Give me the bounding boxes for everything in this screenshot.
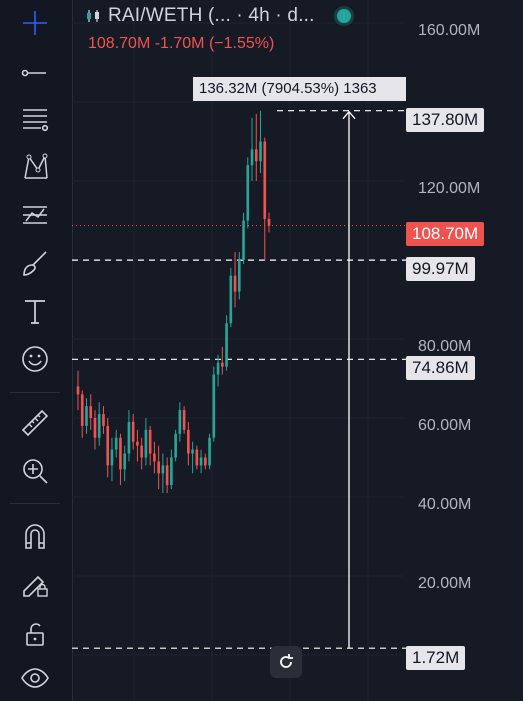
magnet-icon[interactable] xyxy=(14,517,56,557)
chart-header[interactable]: RAI/WETH (... · 4h · d... xyxy=(86,4,351,28)
candle-body xyxy=(237,260,241,292)
candle-body xyxy=(182,410,186,430)
candle-body xyxy=(254,149,258,162)
ruler-icon[interactable] xyxy=(14,403,56,443)
candle-body xyxy=(250,149,254,166)
price-tag-top: 137.80M xyxy=(406,108,485,132)
trend-line-icon[interactable] xyxy=(14,53,56,93)
reset-chart-button[interactable] xyxy=(270,646,302,678)
candle-body xyxy=(267,218,271,226)
candlestick-chart[interactable] xyxy=(72,0,523,701)
candle-body xyxy=(204,457,207,466)
candle-body xyxy=(140,445,143,458)
candle-body xyxy=(170,457,173,486)
unlock-icon[interactable] xyxy=(14,614,56,654)
current-price-tag: 108.70M xyxy=(406,222,485,246)
candle-body xyxy=(93,418,97,438)
candle-body xyxy=(220,362,224,367)
chart-pane[interactable] xyxy=(72,0,523,701)
candle-body xyxy=(136,441,139,446)
text-icon[interactable] xyxy=(14,291,56,331)
candle-body xyxy=(110,449,114,466)
price-tag-level1: 99.97M xyxy=(406,257,475,281)
price-axis-label: 20.00M xyxy=(418,575,472,592)
ohlc-change-readout: 108.70M -1.70M (−1.55%) xyxy=(88,35,275,52)
candle-body xyxy=(97,414,101,438)
candle-body xyxy=(76,386,80,395)
candle-body xyxy=(191,449,194,454)
candle-body xyxy=(148,429,152,454)
candle-body xyxy=(212,374,216,438)
prediction-icon[interactable] xyxy=(14,195,56,235)
toolbar-divider xyxy=(10,503,60,504)
emoji-icon[interactable] xyxy=(14,339,56,379)
fib-retracement-icon[interactable] xyxy=(14,99,56,139)
candle-body xyxy=(123,453,127,470)
price-axis-label: 120.00M xyxy=(418,180,481,197)
candle-body xyxy=(178,410,182,434)
candles-icon xyxy=(87,10,99,22)
candle-body xyxy=(80,394,84,426)
candle-body xyxy=(263,141,267,219)
market-status-dot xyxy=(336,9,351,23)
candle-body xyxy=(246,165,250,221)
drawing-toolbar xyxy=(0,0,73,701)
candle-body xyxy=(229,275,233,324)
candle-body xyxy=(233,275,237,292)
candle-body xyxy=(259,141,262,162)
candle-body xyxy=(85,406,88,426)
candle-body xyxy=(144,429,148,458)
price-axis-label: 160.00M xyxy=(418,22,481,39)
price-axis-label: 80.00M xyxy=(418,338,472,355)
lock-drawing-icon[interactable] xyxy=(14,564,56,604)
candle-body xyxy=(165,465,169,486)
candle-body xyxy=(153,453,156,462)
candle-body xyxy=(216,362,220,375)
price-axis-label: 40.00M xyxy=(418,496,472,513)
candle-body xyxy=(225,323,228,367)
candle-body xyxy=(157,461,160,474)
reset-icon xyxy=(280,654,293,668)
measure-tooltip: 136.32M (7904.53%) 1363 xyxy=(193,77,406,101)
candle-body xyxy=(174,433,177,458)
price-tag-bottom: 1.72M xyxy=(406,646,466,670)
candle-body xyxy=(102,414,105,426)
candle-body xyxy=(242,220,245,260)
brush-icon[interactable] xyxy=(14,243,56,283)
candle-body xyxy=(114,437,118,450)
candle-body xyxy=(208,437,211,466)
price-axis-label: 60.00M xyxy=(418,417,472,434)
pattern-icon[interactable] xyxy=(14,147,56,187)
candle-body xyxy=(131,421,135,442)
zoom-in-icon[interactable] xyxy=(14,451,56,491)
candle-body xyxy=(106,425,110,466)
crosshair-icon[interactable] xyxy=(14,3,56,43)
symbol-title[interactable]: RAI/WETH (... · 4h · d... xyxy=(108,5,315,26)
toolbar-divider xyxy=(10,392,60,393)
candle-body xyxy=(119,437,122,470)
candle-body xyxy=(161,465,165,474)
candle-body xyxy=(199,457,203,466)
candle-body xyxy=(195,449,199,466)
price-tag-level2: 74.86M xyxy=(406,356,475,380)
eye-icon[interactable] xyxy=(14,658,56,698)
measure-arrowhead xyxy=(342,110,356,120)
candle-body xyxy=(187,429,190,454)
candle-body xyxy=(127,421,131,454)
candle-body xyxy=(89,406,93,418)
